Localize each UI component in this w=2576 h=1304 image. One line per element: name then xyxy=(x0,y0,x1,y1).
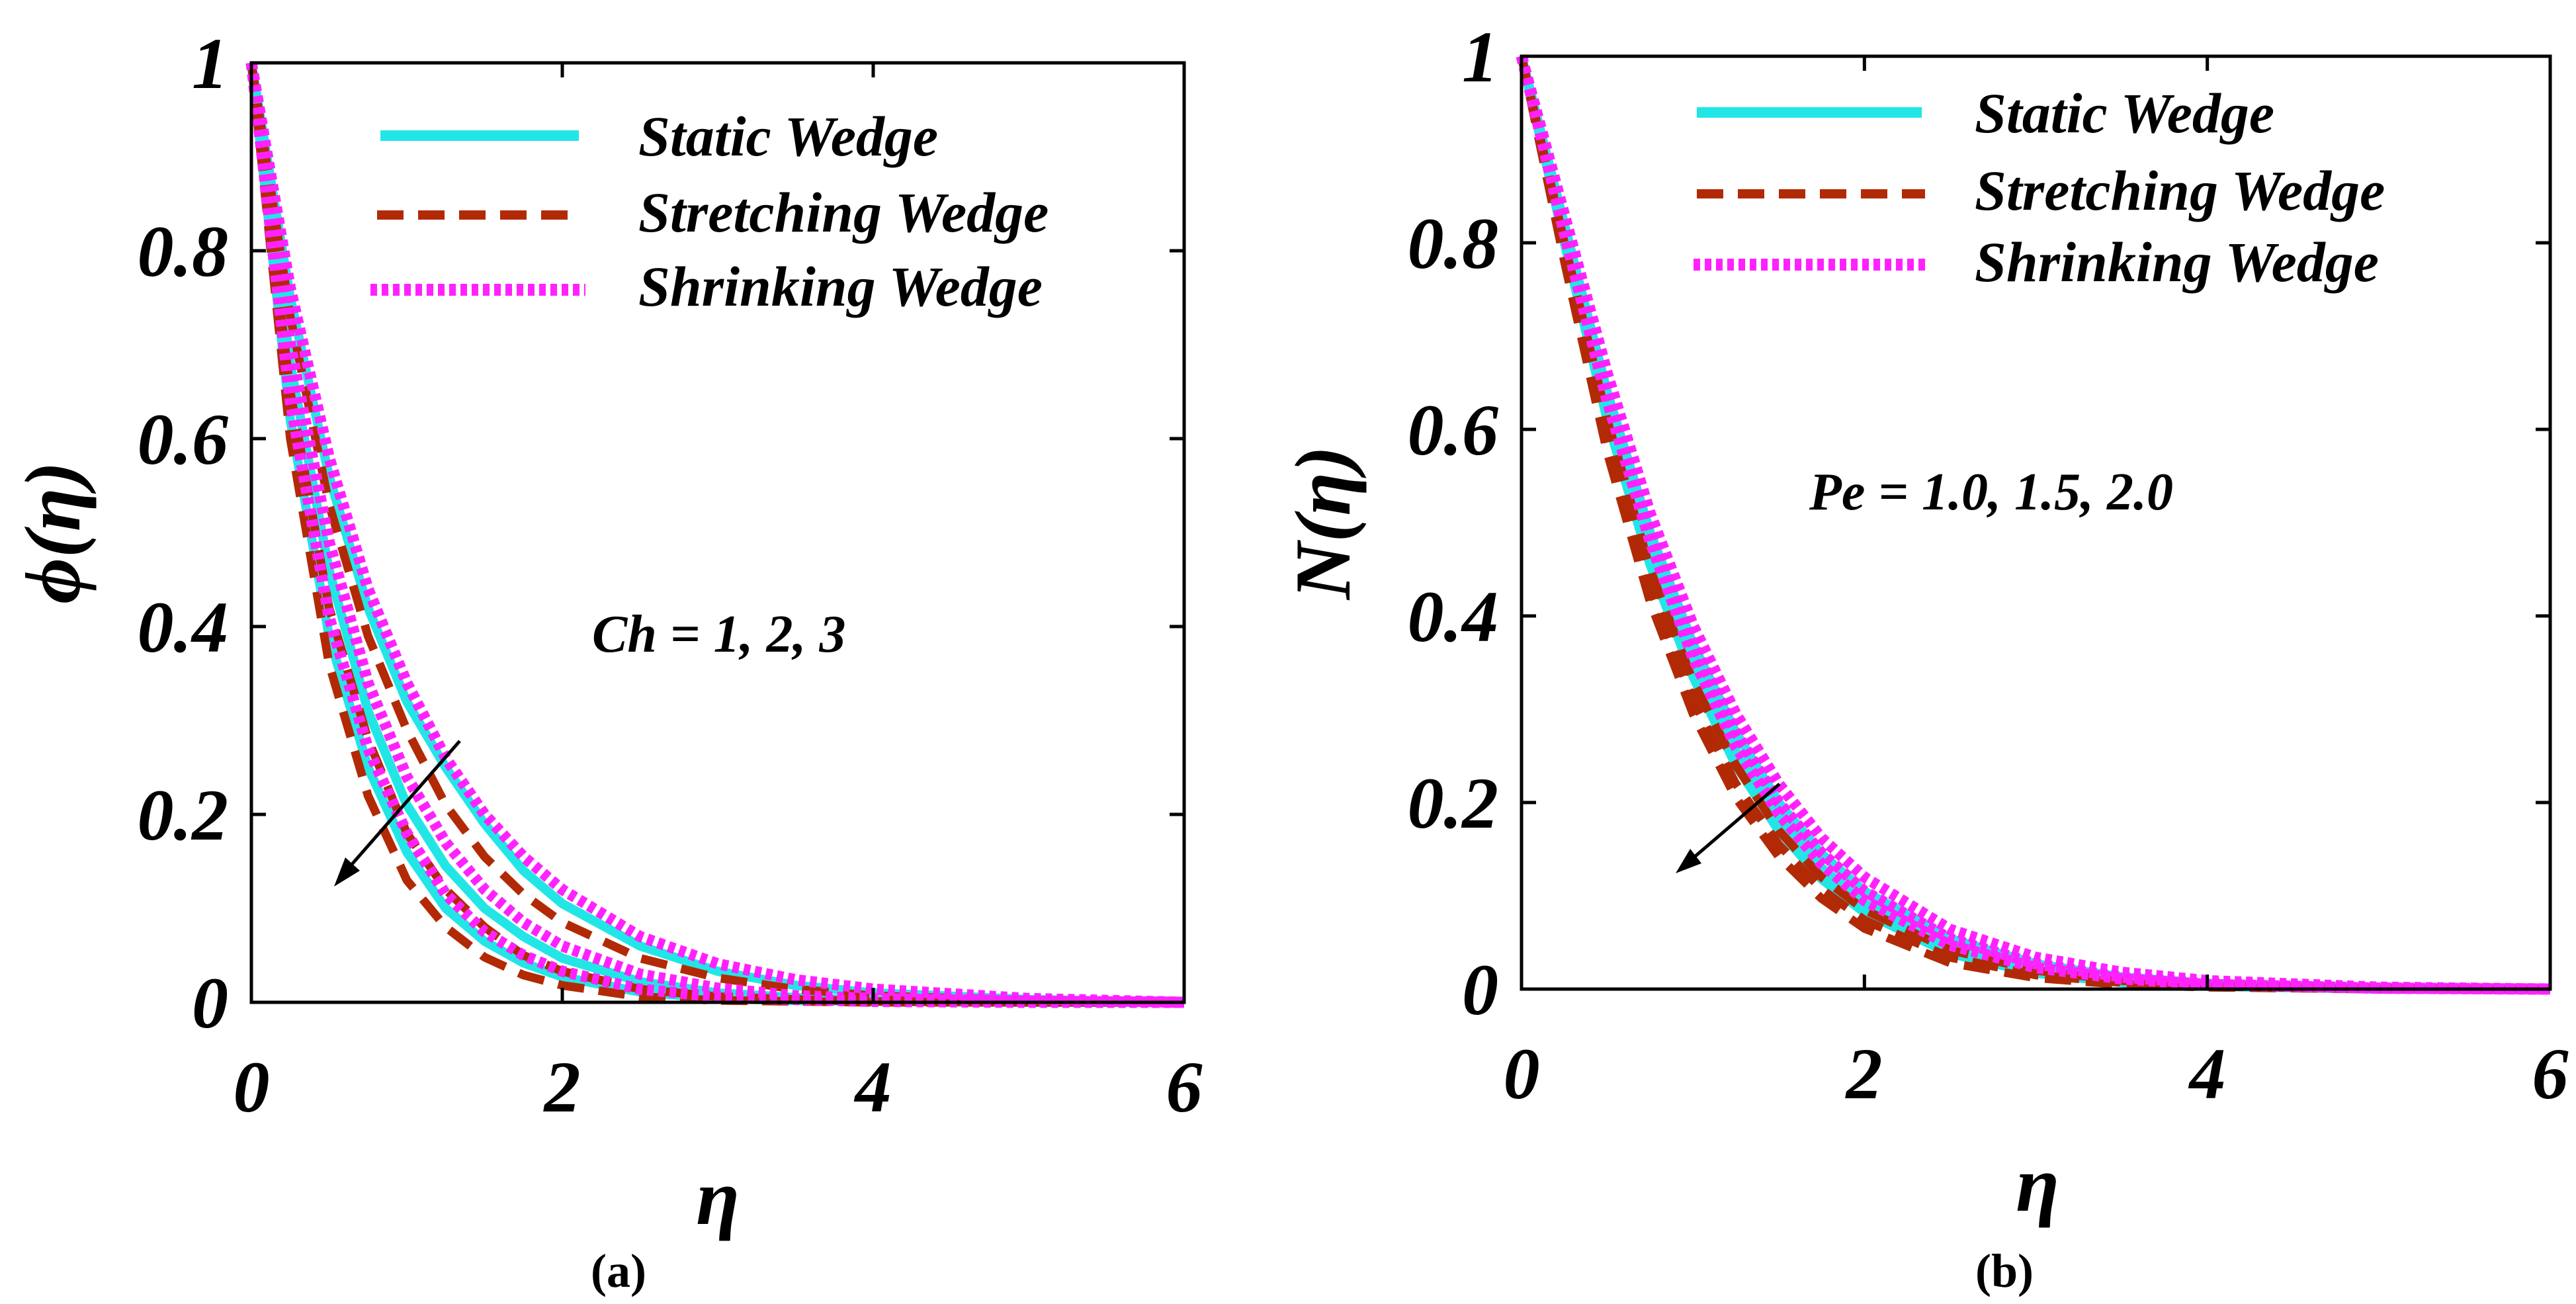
panel-a-xtick-label: 4 xyxy=(854,1047,892,1127)
panel-a-y-axis-label: ϕ(η) xyxy=(9,461,97,603)
panel-a-series-line xyxy=(245,62,1185,1008)
panel-b-series-line xyxy=(1516,54,2551,995)
panel-a-series-line xyxy=(247,62,1185,1007)
panel-b-ytick-label: 1 xyxy=(1462,17,1498,97)
panel-a-plot-frame xyxy=(249,61,1186,1004)
panel-b-xtick-label: 6 xyxy=(2532,1033,2569,1114)
panel-b-ytick-label: 0 xyxy=(1462,949,1498,1030)
panel-b-caption-text: (b) xyxy=(1975,1244,2034,1297)
panel-b-y-axis-label: N(η) xyxy=(1279,446,1367,601)
panel-b-legend: Static Wedge Stretching Wedge Shrinking … xyxy=(1694,81,2385,294)
panel-a-ytick-label: 0.2 xyxy=(138,775,229,855)
panel-a-curves xyxy=(245,62,1185,1008)
panel-b-curves xyxy=(1516,54,2551,995)
panel-b-trend-arrowhead xyxy=(1676,849,1701,873)
panel-b-xtick-label: 0 xyxy=(1504,1033,1540,1114)
panel-b-xtick-label: 2 xyxy=(1845,1033,1883,1114)
panel-b-ytick-label: 0.6 xyxy=(1408,390,1499,470)
panel-a-legend-label-static: Static Wedge xyxy=(638,105,938,168)
panel-b-plot-frame xyxy=(1520,54,2552,991)
panel-a-xtick-label: 6 xyxy=(1166,1047,1203,1127)
panel-a-caption: (a) xyxy=(591,1244,646,1297)
panel-b-caption: (b) xyxy=(1975,1244,2034,1297)
panel-a-series-line xyxy=(245,62,1184,1008)
panel-b-legend-label-stretching: Stretching Wedge xyxy=(1975,159,2385,222)
panel-a-legend-label-shrinking: Shrinking Wedge xyxy=(638,255,1043,318)
panel-a-legend-label-stretching: Stretching Wedge xyxy=(638,181,1049,244)
panel-a-ytick-label: 1 xyxy=(192,23,228,104)
panel-b-legend-label-shrinking: Shrinking Wedge xyxy=(1975,230,2379,294)
panel-a-ytick-label: 0.6 xyxy=(138,399,229,480)
panel-b-tick-marks xyxy=(1520,54,2552,991)
panel-a-ytick-label: 0 xyxy=(192,963,228,1043)
panel-a-series-line xyxy=(245,62,1185,1008)
panel-a-trend-arrow xyxy=(343,740,461,875)
panel-b-ytick-label: 0.2 xyxy=(1408,763,1499,844)
panel-a-trend-arrowhead xyxy=(334,857,360,887)
panel-a-xtick-label: 0 xyxy=(234,1047,270,1127)
panel-b-parameter-annotation: Pe = 1.0, 1.5, 2.0 xyxy=(1809,463,2173,521)
panel-b-trend-arrow xyxy=(1686,783,1781,865)
panel-a-caption-text: (a) xyxy=(591,1244,646,1297)
panel-b-xtick-label: 4 xyxy=(2188,1033,2226,1114)
panel-b-series-line xyxy=(1516,55,2551,995)
panel-a-x-axis-label: η xyxy=(696,1153,740,1241)
panel-a: 1 0.8 0.6 0.4 0.2 0 0 2 4 6 η ϕ(η) Stati… xyxy=(9,23,1203,1241)
panel-a-xtick-label: 2 xyxy=(543,1047,581,1127)
panel-a-ytick-label: 0.8 xyxy=(138,211,229,292)
panel-a-parameter-annotation: Ch = 1, 2, 3 xyxy=(592,605,845,664)
panel-a-tick-marks xyxy=(249,61,1186,1004)
panel-b-x-axis-label: η xyxy=(2016,1140,2059,1228)
panel-b-series-line xyxy=(1517,55,2551,994)
panel-a-ytick-label: 0.4 xyxy=(138,587,229,668)
panel-b-ytick-label: 0.4 xyxy=(1408,576,1499,657)
panel-b: 1 0.8 0.6 0.4 0.2 0 0 2 4 6 η N(η) Stati… xyxy=(1279,17,2569,1228)
panel-a-legend: Static Wedge Stretching Wedge Shrinking … xyxy=(370,105,1049,318)
panel-b-legend-label-static: Static Wedge xyxy=(1975,81,2274,145)
panel-b-ytick-label: 0.8 xyxy=(1408,203,1499,284)
